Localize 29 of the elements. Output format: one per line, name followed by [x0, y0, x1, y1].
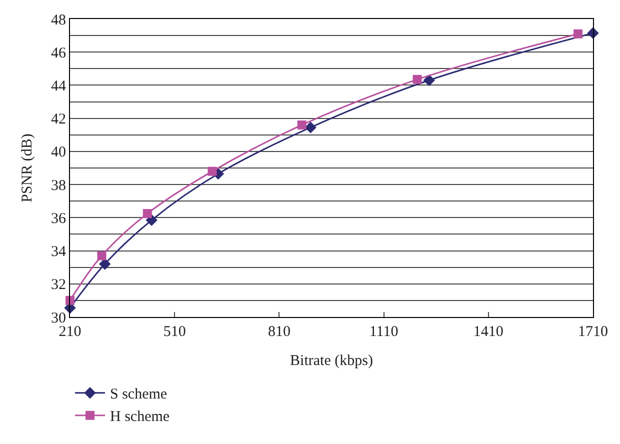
y-tick-label: 30	[51, 310, 66, 326]
x-tick-label: 1110	[369, 324, 398, 340]
x-tick-label: 810	[268, 324, 290, 340]
y-axis-title: PSNR (dB)	[19, 134, 36, 202]
legend-label: S scheme	[110, 386, 168, 403]
point	[574, 29, 583, 38]
x-tick-label: 1710	[578, 324, 608, 340]
y-tick-label: 40	[51, 144, 66, 161]
point	[412, 74, 422, 84]
x-tick-label: 1410	[473, 324, 504, 340]
x-tick-label: 510	[163, 324, 186, 340]
y-tick-label: 36	[51, 210, 66, 227]
point	[99, 258, 111, 270]
point	[297, 120, 306, 130]
y-tick-label: 34	[51, 244, 66, 260]
y-tick-label: 48	[51, 12, 66, 28]
x-axis-title: Bitrate (kbps)	[290, 353, 373, 369]
y-tick-label: 38	[51, 178, 66, 194]
point	[208, 166, 217, 176]
point	[304, 122, 316, 134]
y-tick-label: 46	[51, 45, 66, 62]
point	[97, 251, 106, 260]
legend-label: H scheme	[110, 409, 170, 426]
y-tick-label: 44	[51, 78, 66, 94]
y-tick-label: 42	[51, 112, 66, 128]
y-tick-label: 32	[51, 277, 66, 294]
point	[142, 209, 152, 218]
point	[423, 74, 435, 86]
x-tick-label: 210	[58, 324, 82, 340]
